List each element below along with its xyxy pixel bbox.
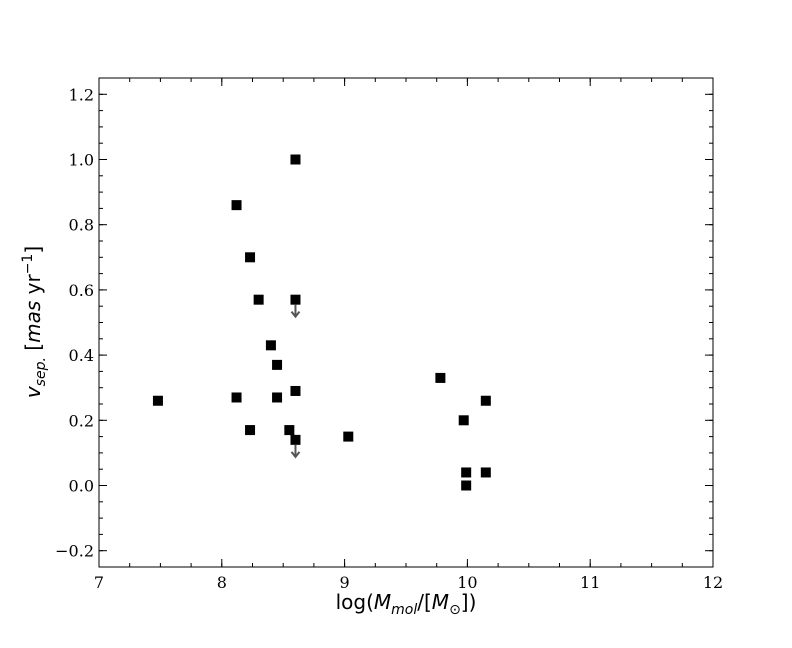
data-point	[265, 340, 276, 351]
x-tick-label: 10	[457, 573, 477, 592]
y-tick-label: 1.2	[69, 85, 94, 104]
data-points	[152, 154, 491, 491]
upper-limit-arrow-head	[290, 311, 301, 319]
y-tick-label: 0.2	[69, 411, 94, 430]
data-point	[284, 425, 295, 436]
data-point	[231, 392, 242, 403]
y-tick-label: 0.6	[69, 281, 94, 300]
data-point	[290, 434, 301, 445]
x-tick-label: 9	[340, 573, 350, 592]
x-axis-label: log(Mmol/[M⊙])	[336, 590, 477, 618]
data-point	[253, 294, 264, 305]
data-point	[272, 392, 283, 403]
y-tick-label: 0.8	[69, 216, 94, 235]
x-tick-labels: 7 8 9 10 11 12	[94, 573, 723, 592]
data-point	[461, 480, 472, 491]
data-point	[290, 294, 301, 305]
x-tick-label: 8	[217, 573, 227, 592]
data-point	[290, 154, 301, 165]
y-tick-label: 1.0	[69, 151, 94, 170]
y-tick-label: −0.2	[55, 542, 94, 561]
data-point	[272, 359, 283, 370]
plot-frame	[98, 77, 714, 568]
data-point	[480, 395, 491, 406]
data-point	[231, 200, 242, 211]
y-tick-labels: −0.2 0.0 0.2 0.4 0.6 0.8 1.0 1.2	[55, 85, 94, 560]
data-point	[290, 385, 301, 396]
data-point	[245, 252, 256, 263]
x-tick-label: 11	[580, 573, 600, 592]
y-tick-label: 0.4	[69, 346, 94, 365]
data-point	[152, 395, 163, 406]
minor-ticks	[98, 77, 714, 568]
data-point	[458, 415, 469, 426]
y-axis-label: vsep. [mas yr−1]	[20, 246, 49, 398]
major-ticks	[98, 78, 714, 567]
y-tick-label: 0.0	[69, 477, 94, 496]
data-point	[343, 431, 354, 442]
data-point	[480, 467, 491, 478]
data-point	[461, 467, 472, 478]
x-tick-label: 12	[703, 573, 723, 592]
data-point	[245, 425, 256, 436]
upper-limit-arrow-head	[290, 451, 301, 459]
x-tick-label: 7	[94, 573, 104, 592]
data-point	[435, 372, 446, 383]
